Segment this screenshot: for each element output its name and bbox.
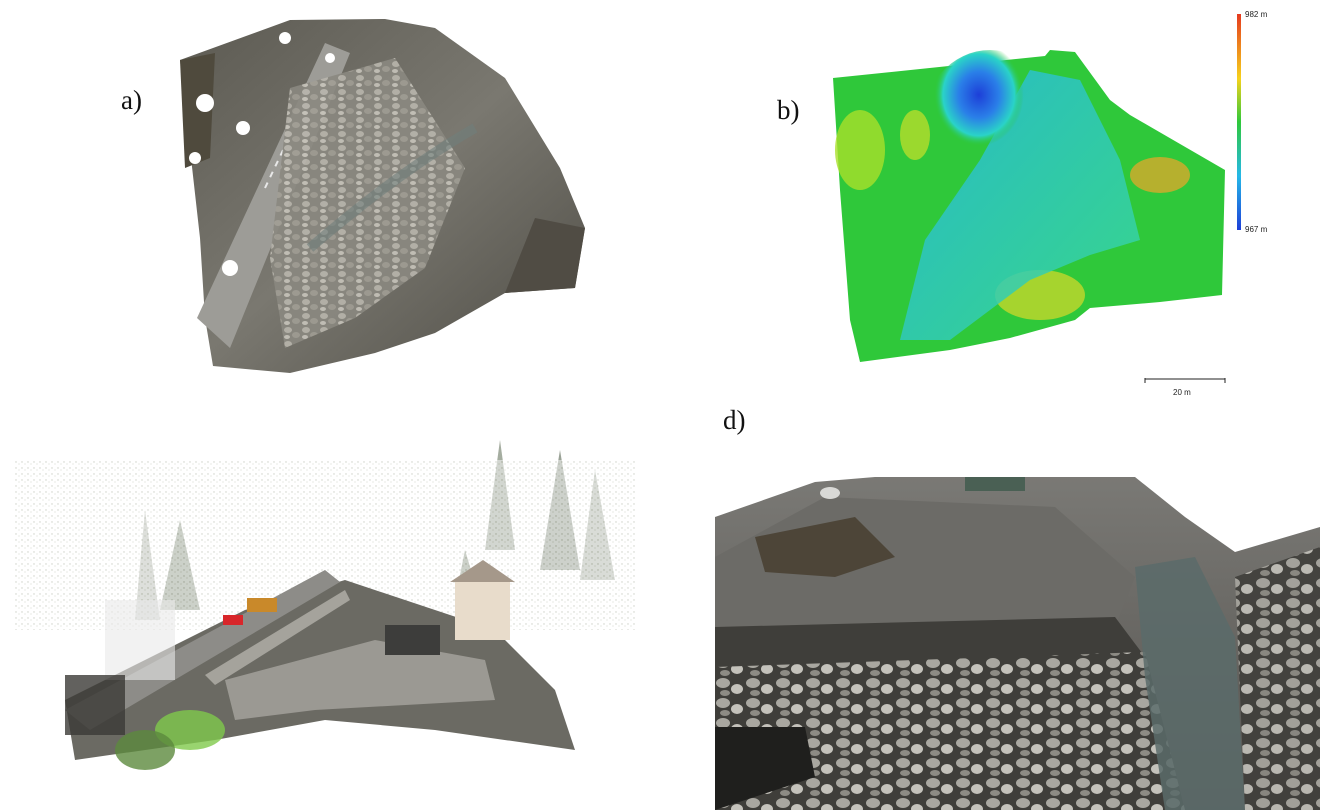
scale-bar-line bbox=[1144, 378, 1226, 383]
point-cloud-image bbox=[15, 430, 635, 810]
textured-mesh-panel bbox=[715, 477, 1320, 810]
elevation-colorbar bbox=[1237, 14, 1241, 230]
elevation-colorbar-gradient bbox=[1237, 14, 1241, 230]
elevation-map-image bbox=[833, 50, 1225, 362]
scale-bar-label: 20 m bbox=[1173, 388, 1191, 397]
point-cloud-panel bbox=[15, 430, 635, 810]
elevation-min-label: 967 m bbox=[1245, 225, 1268, 234]
textured-mesh-image bbox=[715, 477, 1320, 810]
panel-label-d: d) bbox=[723, 405, 746, 435]
panel-label-a: a) bbox=[121, 85, 142, 115]
orthophoto-image bbox=[180, 19, 585, 373]
elevation-map-panel bbox=[830, 40, 1230, 370]
scale-bar bbox=[1144, 378, 1226, 388]
elevation-max-label: 982 m bbox=[1245, 10, 1268, 19]
panel-label-b: b) bbox=[777, 95, 800, 125]
orthophoto-panel bbox=[175, 18, 595, 378]
